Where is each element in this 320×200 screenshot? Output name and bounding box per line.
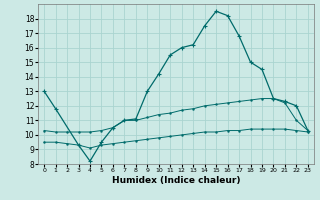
X-axis label: Humidex (Indice chaleur): Humidex (Indice chaleur) — [112, 176, 240, 185]
